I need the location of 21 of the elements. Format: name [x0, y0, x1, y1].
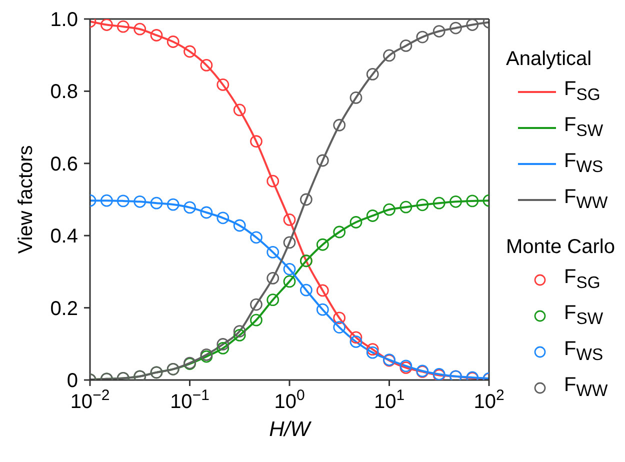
- x-tick-label: 10$^{−1}$: [170, 386, 210, 413]
- x-tick-label: 10$^{2}$: [474, 386, 504, 413]
- legend-label: F$_{SG}$: [564, 77, 600, 106]
- y-axis-title: View factors: [15, 145, 37, 254]
- y-tick-label: 0.6: [50, 153, 78, 176]
- x-tick-label: 10$^{0}$: [274, 386, 305, 413]
- legend-label: F$_{WW}$: [564, 185, 608, 214]
- y-tick-label: 1.0: [50, 9, 78, 31]
- y-tick-label: 0.2: [50, 298, 78, 320]
- y-tick-label: 0.4: [50, 226, 78, 248]
- y-tick-label: 0.8: [50, 81, 78, 104]
- text: Analytical: [506, 48, 592, 70]
- legend-label: F$_{WS}$: [564, 337, 604, 366]
- legend-label: F$_{SW}$: [564, 113, 604, 142]
- legend-label: F$_{SW}$: [564, 301, 604, 330]
- text: Monte Carlo: [506, 236, 615, 258]
- x-tick-label: 10$^{1}$: [374, 386, 405, 413]
- x-axis-title: H/W: [269, 418, 312, 441]
- legend-label: F$_{WW}$: [564, 373, 608, 402]
- legend-label: F$_{WS}$: [564, 149, 604, 178]
- legend-label: F$_{SG}$: [564, 265, 600, 294]
